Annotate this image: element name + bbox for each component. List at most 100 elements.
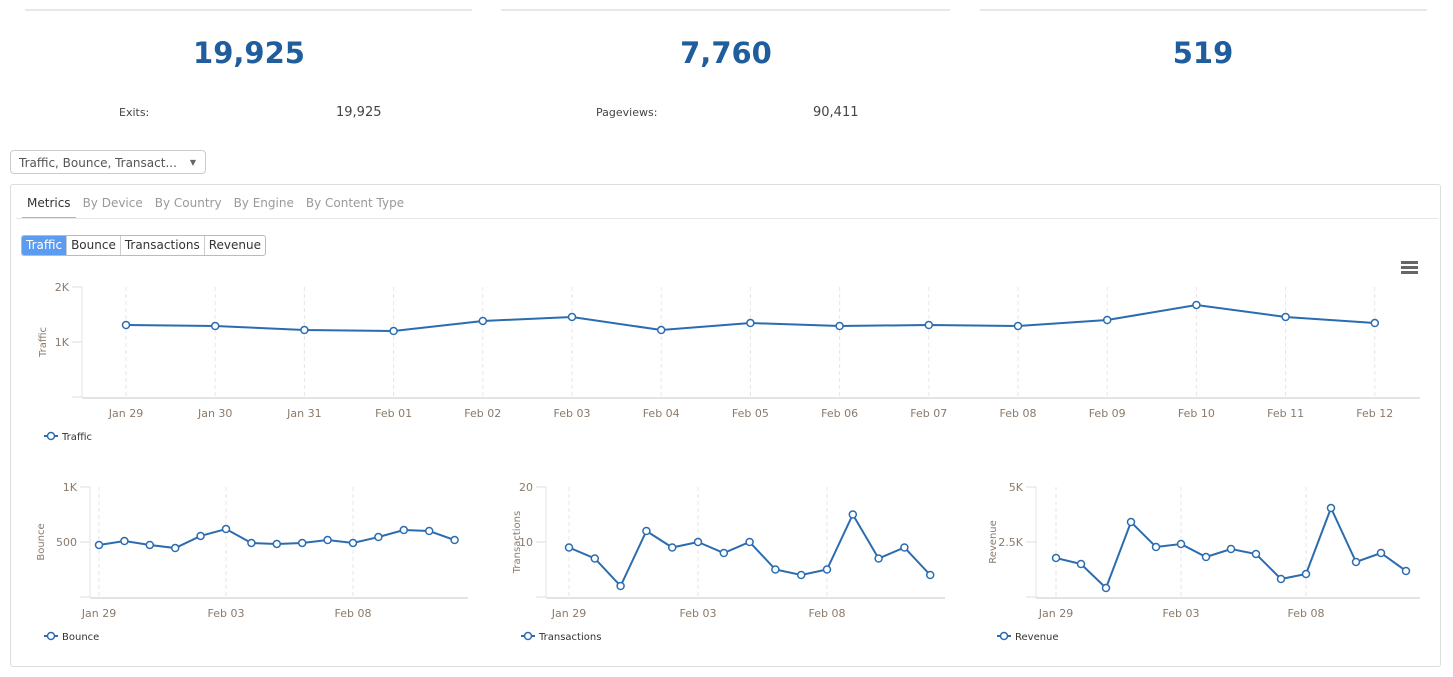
x-tick-label: Feb 09 xyxy=(1089,407,1126,420)
data-point[interactable] xyxy=(399,525,409,535)
data-point[interactable] xyxy=(656,325,666,335)
data-point[interactable] xyxy=(121,320,131,330)
data-point[interactable] xyxy=(300,325,309,335)
data-point[interactable] xyxy=(590,554,600,563)
chevron-down-icon: ▼ xyxy=(189,158,196,167)
y-axis-title: Traffic xyxy=(38,327,49,358)
data-point[interactable] xyxy=(389,326,398,336)
data-point[interactable] xyxy=(1076,559,1086,569)
data-point[interactable] xyxy=(1126,517,1136,527)
data-point[interactable] xyxy=(848,510,858,519)
data-point[interactable] xyxy=(1401,566,1411,576)
data-point[interactable] xyxy=(374,532,383,542)
pageviews-label: Pageviews: xyxy=(596,106,658,119)
data-point[interactable] xyxy=(1013,321,1023,331)
tab-by-engine[interactable]: By Engine xyxy=(233,196,294,210)
metrics-select[interactable]: Traffic, Bounce, Transact... ▼ xyxy=(10,150,206,174)
data-point[interactable] xyxy=(196,531,205,541)
data-point[interactable] xyxy=(1326,503,1336,513)
x-tick-label: Feb 04 xyxy=(643,407,680,420)
data-point[interactable] xyxy=(1102,315,1112,325)
data-point[interactable] xyxy=(1226,544,1236,554)
exits-label: Exits: xyxy=(119,106,150,119)
data-point[interactable] xyxy=(1370,318,1380,328)
data-point[interactable] xyxy=(323,535,332,545)
x-tick-label: Jan 29 xyxy=(108,407,143,420)
tab-by-device[interactable]: By Device xyxy=(82,196,143,210)
data-point[interactable] xyxy=(1051,553,1061,563)
data-point[interactable] xyxy=(1376,548,1386,558)
data-point[interactable] xyxy=(424,526,434,536)
traffic-button[interactable]: Traffic xyxy=(22,236,67,255)
legend-item[interactable]: Transactions xyxy=(521,631,601,643)
data-point[interactable] xyxy=(719,548,729,558)
data-point[interactable] xyxy=(210,321,220,331)
y-tick-label: 10 xyxy=(519,536,533,549)
x-tick-label: Jan 29 xyxy=(1038,607,1073,620)
x-tick-label: Feb 08 xyxy=(335,607,372,620)
legend-label: Revenue xyxy=(1015,632,1059,643)
y-tick-label: 2K xyxy=(55,281,70,294)
data-point[interactable] xyxy=(874,554,883,563)
data-point[interactable] xyxy=(1192,300,1201,310)
legend-item[interactable]: Traffic xyxy=(44,431,92,443)
transactions-button[interactable]: Transactions xyxy=(119,236,204,255)
y-tick-label: 20 xyxy=(519,481,533,494)
card-divider xyxy=(501,9,950,11)
data-point[interactable] xyxy=(564,543,574,552)
legend-item[interactable]: Bounce xyxy=(44,631,99,643)
data-point[interactable] xyxy=(746,318,755,328)
data-point[interactable] xyxy=(900,543,909,552)
data-point[interactable] xyxy=(450,535,459,545)
data-point[interactable] xyxy=(94,540,104,550)
data-point[interactable] xyxy=(771,565,780,574)
data-point[interactable] xyxy=(247,538,256,548)
hamburger-menu-icon[interactable] xyxy=(1401,261,1418,276)
data-point[interactable] xyxy=(642,526,651,536)
data-point[interactable] xyxy=(272,539,282,549)
data-point[interactable] xyxy=(1276,574,1286,584)
data-point[interactable] xyxy=(822,565,832,574)
data-point[interactable] xyxy=(1201,552,1211,562)
bounce-button[interactable]: Bounce xyxy=(66,236,120,255)
data-point[interactable] xyxy=(693,537,703,547)
data-point[interactable] xyxy=(145,540,155,550)
tab-by-country[interactable]: By Country xyxy=(154,196,222,210)
data-point[interactable] xyxy=(1176,539,1186,549)
data-point[interactable] xyxy=(297,538,307,548)
tab-by-content-type[interactable]: By Content Type xyxy=(305,196,405,210)
data-point[interactable] xyxy=(170,543,180,553)
data-point[interactable] xyxy=(1281,312,1290,322)
x-tick-label: Feb 10 xyxy=(1178,407,1215,420)
legend-marker xyxy=(523,631,533,641)
data-point[interactable] xyxy=(667,543,677,552)
x-tick-label: Feb 12 xyxy=(1356,407,1393,420)
data-point[interactable] xyxy=(924,320,934,330)
legend-item[interactable]: Revenue xyxy=(997,631,1059,643)
series-line xyxy=(568,512,931,588)
data-point[interactable] xyxy=(835,321,844,331)
x-tick-label: Jan 29 xyxy=(551,607,586,620)
data-point[interactable] xyxy=(567,312,577,322)
data-point[interactable] xyxy=(1101,583,1111,593)
data-point[interactable] xyxy=(1351,557,1361,567)
data-point[interactable] xyxy=(221,524,231,534)
x-tick-label: Feb 03 xyxy=(1163,607,1200,620)
data-point[interactable] xyxy=(745,537,754,547)
data-point[interactable] xyxy=(796,570,806,580)
data-point[interactable] xyxy=(616,581,625,591)
revenue-button[interactable]: Revenue xyxy=(203,236,265,255)
data-point[interactable] xyxy=(478,316,488,326)
data-point[interactable] xyxy=(120,536,129,546)
data-point[interactable] xyxy=(1251,549,1261,559)
x-tick-label: Jan 29 xyxy=(81,607,116,620)
y-tick-label: 1K xyxy=(55,336,70,349)
data-point[interactable] xyxy=(925,570,935,580)
data-point[interactable] xyxy=(348,538,358,548)
legend-label: Transactions xyxy=(538,632,601,643)
data-point[interactable] xyxy=(1151,542,1161,552)
legend-label: Traffic xyxy=(61,432,92,443)
data-point[interactable] xyxy=(1301,569,1311,579)
y-axis-title: Revenue xyxy=(988,520,999,564)
